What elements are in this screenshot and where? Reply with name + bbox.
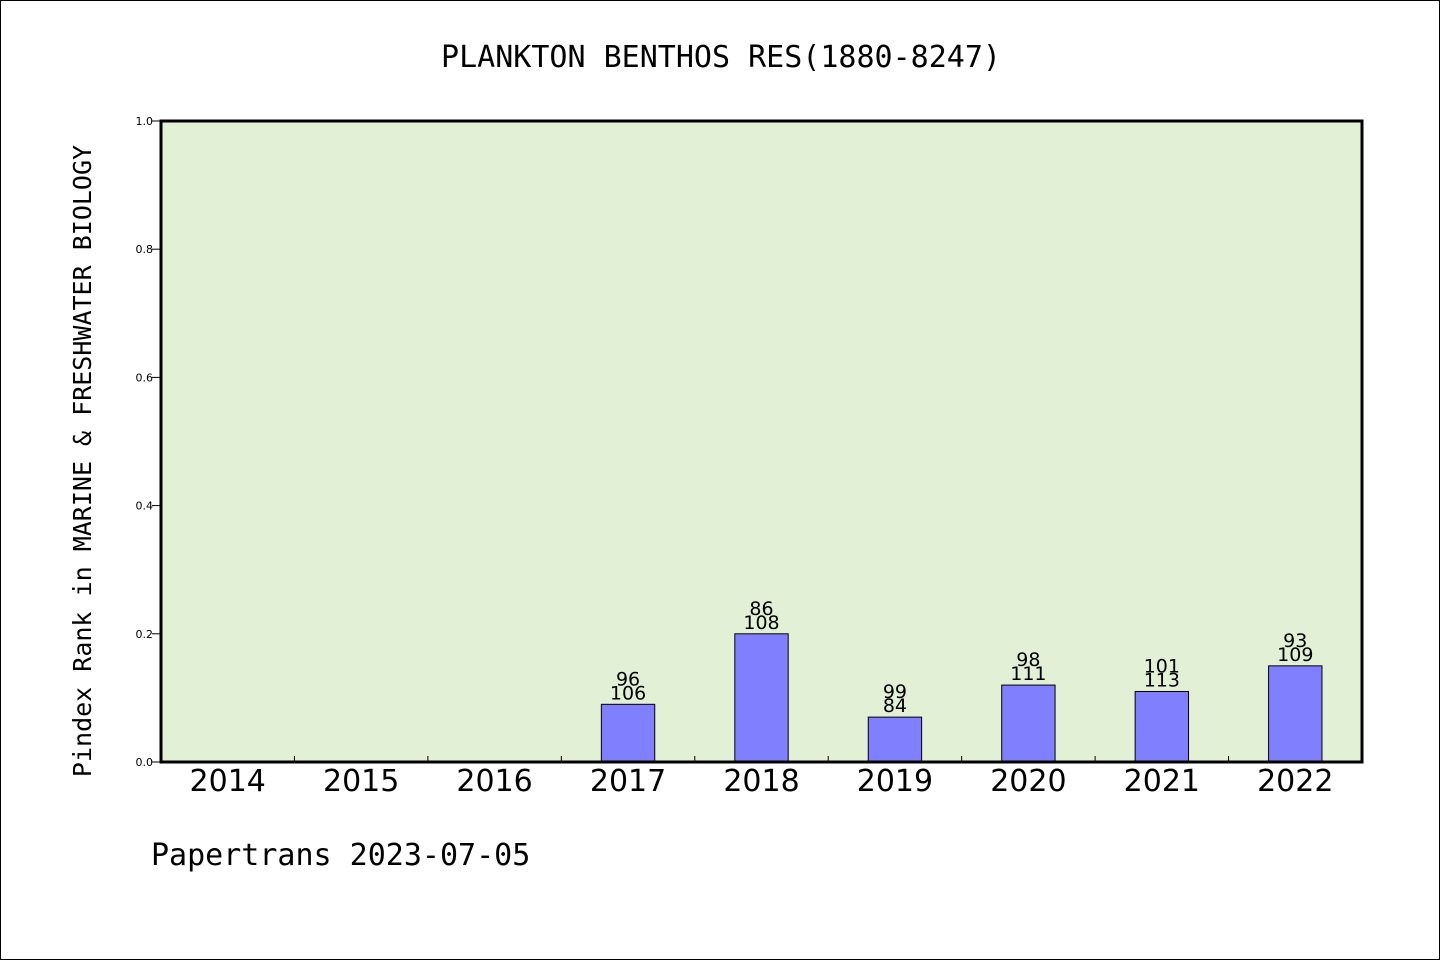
x-tick-label: 2021: [1124, 764, 1200, 799]
x-tick-label: 2014: [190, 764, 266, 799]
bar-label-top: 86: [749, 598, 773, 620]
y-tick-label: 0.0: [136, 756, 154, 769]
y-axis: 0.0 0.2 0.4 0.6 0.8 1.0: [136, 115, 161, 769]
bar-label-top: 98: [1016, 649, 1040, 671]
bar-label-bottom: 111: [1010, 663, 1046, 685]
x-tick-label: 2020: [990, 764, 1066, 799]
bar: [1268, 665, 1323, 763]
x-tick-label: 2016: [456, 764, 532, 799]
y-tick-label: 0.4: [136, 500, 154, 513]
y-tick-label: 0.6: [136, 371, 154, 384]
bar: [600, 703, 656, 763]
x-tick-label: 2022: [1257, 764, 1333, 799]
bars: [600, 633, 1323, 763]
footer-credit: Papertrans 2023-07-05: [151, 838, 530, 873]
x-tick-label: 2018: [723, 764, 799, 799]
bar-label-bottom: 109: [1277, 644, 1313, 666]
bar-label-top: 101: [1144, 655, 1180, 677]
y-tick-label: 0.8: [136, 243, 154, 256]
y-tick-label: 1.0: [136, 115, 154, 128]
y-tick-label: 0.2: [136, 628, 154, 641]
bar-label-top: 96: [616, 668, 640, 690]
x-tick-label: 2015: [323, 764, 399, 799]
bar-label-top: 93: [1283, 630, 1307, 652]
x-tick-label: 2017: [590, 764, 666, 799]
bar: [867, 716, 923, 763]
x-axis: 2014 2015 2016 2017 2018 2019 2020 2021 2022: [190, 756, 1333, 799]
y-axis-label: Pindex Rank in MARINE & FRESHWATER BIOLO…: [68, 145, 97, 777]
bar: [1001, 684, 1056, 763]
bar-label-bottom: 108: [743, 612, 779, 634]
plot-border: [159, 119, 1364, 764]
bar: [1134, 690, 1190, 763]
bar-label-top: 99: [883, 681, 907, 703]
bar-label-bottom: 113: [1144, 669, 1180, 691]
bar-label-bottom: 84: [883, 695, 907, 717]
x-tick-label: 2019: [857, 764, 933, 799]
chart-title: PLANKTON BENTHOS RES(1880-8247): [441, 40, 1001, 75]
bar: [734, 633, 789, 763]
bar-label-bottom: 106: [610, 682, 646, 704]
